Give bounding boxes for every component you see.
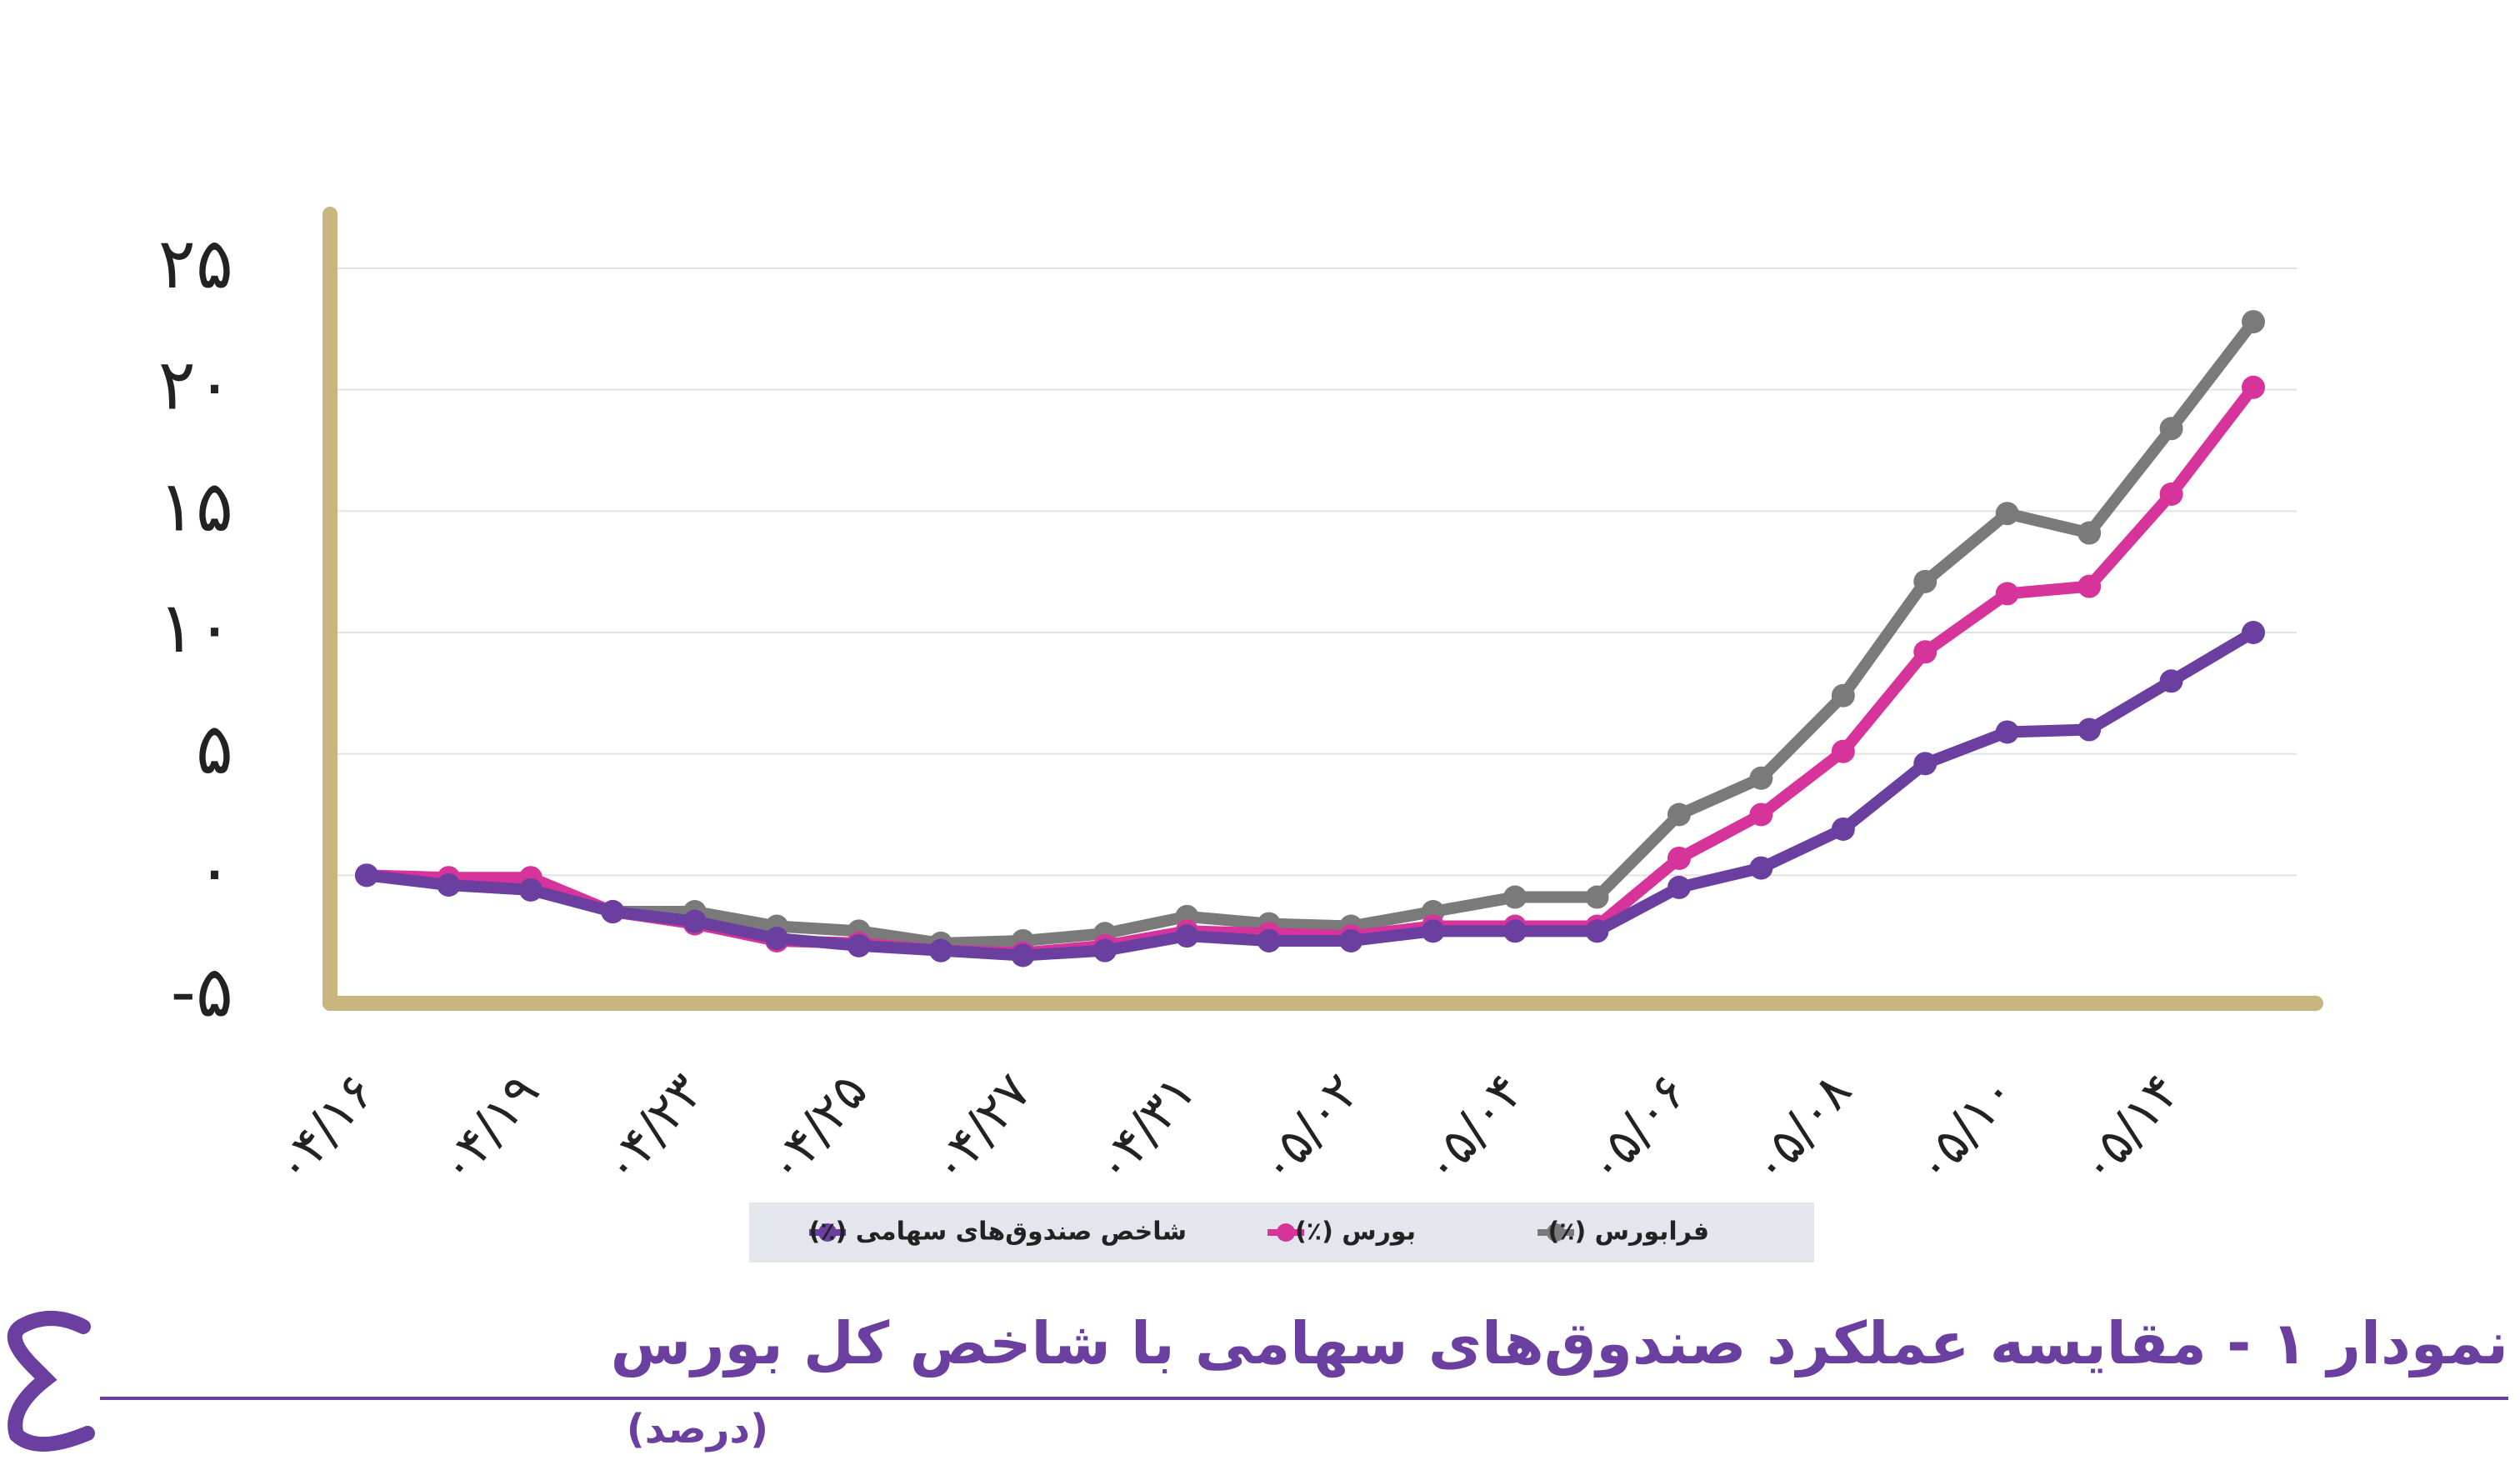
y-tick-label: ۲۰ bbox=[158, 344, 233, 426]
y-tick-label: ۱۰ bbox=[158, 587, 233, 668]
data-point bbox=[2242, 375, 2265, 399]
data-point bbox=[1585, 919, 1609, 943]
data-point bbox=[929, 938, 953, 962]
data-point bbox=[1995, 502, 2019, 526]
legend-label: فرابورس (٪) bbox=[1548, 1218, 1709, 1247]
y-tick-label: ۲۵ bbox=[158, 222, 233, 304]
data-point bbox=[1749, 802, 1773, 827]
logo bbox=[7, 1311, 95, 1452]
x-tick-label: ۰۴/۱۹ bbox=[427, 1062, 551, 1195]
data-point bbox=[1667, 875, 1691, 899]
data-point bbox=[1092, 938, 1117, 962]
data-point bbox=[1913, 752, 1938, 776]
y-tick-label: ۵ bbox=[196, 708, 233, 790]
series-line bbox=[366, 318, 2258, 949]
data-point bbox=[1339, 928, 1363, 952]
y-tick-label: -۵ bbox=[171, 951, 233, 1032]
data-point bbox=[1257, 928, 1281, 952]
data-point bbox=[2159, 669, 2183, 693]
legend-label: شاخص صندوق‌های سهامی (٪) bbox=[809, 1218, 1187, 1247]
legend-marker bbox=[1277, 1223, 1295, 1242]
data-point bbox=[1585, 885, 1609, 909]
data-point bbox=[1913, 569, 1938, 593]
data-point bbox=[1421, 919, 1445, 943]
data-point bbox=[1831, 683, 1855, 708]
data-point bbox=[1749, 856, 1773, 880]
x-tick-label: ۰۴/۲۵ bbox=[754, 1062, 878, 1195]
chart-subtitle: (درصد) bbox=[627, 1406, 768, 1452]
data-point bbox=[1831, 817, 1855, 841]
data-point bbox=[2159, 482, 2183, 506]
x-tick-label: ۰۵/۱۴ bbox=[2067, 1062, 2191, 1195]
data-point bbox=[2078, 574, 2102, 598]
data-point bbox=[1175, 924, 1199, 948]
legend-marker bbox=[818, 1223, 837, 1242]
legend-label: بورس (٪) bbox=[1295, 1218, 1416, 1247]
x-tick-label: ۰۵/۰۲ bbox=[1247, 1062, 1371, 1195]
x-tick-label: ۰۴/۱۶ bbox=[262, 1062, 387, 1195]
data-point bbox=[1913, 640, 1938, 664]
x-tick-label: ۰۴/۳۱ bbox=[1082, 1062, 1207, 1195]
data-point bbox=[2078, 521, 2102, 545]
data-point bbox=[601, 900, 625, 924]
x-tick-label: ۰۵/۱۰ bbox=[1902, 1062, 2027, 1195]
data-point bbox=[2242, 621, 2265, 644]
data-point bbox=[1011, 943, 1035, 968]
data-point bbox=[437, 872, 461, 897]
x-tick-label: ۰۵/۰۶ bbox=[1575, 1062, 1699, 1195]
x-tick-label: ۰۵/۰۴ bbox=[1411, 1062, 1535, 1195]
legend-marker bbox=[1547, 1223, 1565, 1242]
data-point bbox=[847, 933, 871, 958]
series-line bbox=[366, 383, 2258, 959]
data-point bbox=[1995, 582, 2019, 606]
data-point bbox=[1667, 802, 1691, 827]
data-point bbox=[1503, 885, 1528, 909]
data-point bbox=[765, 927, 789, 951]
data-point bbox=[1995, 720, 2019, 744]
y-tick-label: ۱۵ bbox=[158, 465, 233, 547]
data-point bbox=[2242, 310, 2265, 334]
data-point bbox=[682, 909, 707, 933]
data-point bbox=[355, 863, 378, 888]
data-point bbox=[1503, 919, 1528, 943]
chart-title: نمودار ۱ - مقایسه عملکرد صندوق‌های سهامی… bbox=[611, 1309, 2508, 1378]
x-tick-label: ۰۴/۲۷ bbox=[918, 1062, 1042, 1195]
data-point bbox=[1749, 766, 1773, 790]
series-line bbox=[366, 627, 2257, 962]
y-tick-label: ۰ bbox=[196, 829, 233, 911]
data-point bbox=[518, 878, 542, 902]
data-point bbox=[1831, 739, 1855, 763]
data-point bbox=[2078, 718, 2102, 742]
data-point bbox=[2159, 417, 2183, 441]
data-point bbox=[1667, 846, 1691, 870]
x-tick-label: ۰۴/۲۳ bbox=[590, 1062, 714, 1195]
x-tick-label: ۰۵/۰۸ bbox=[1739, 1062, 1863, 1195]
